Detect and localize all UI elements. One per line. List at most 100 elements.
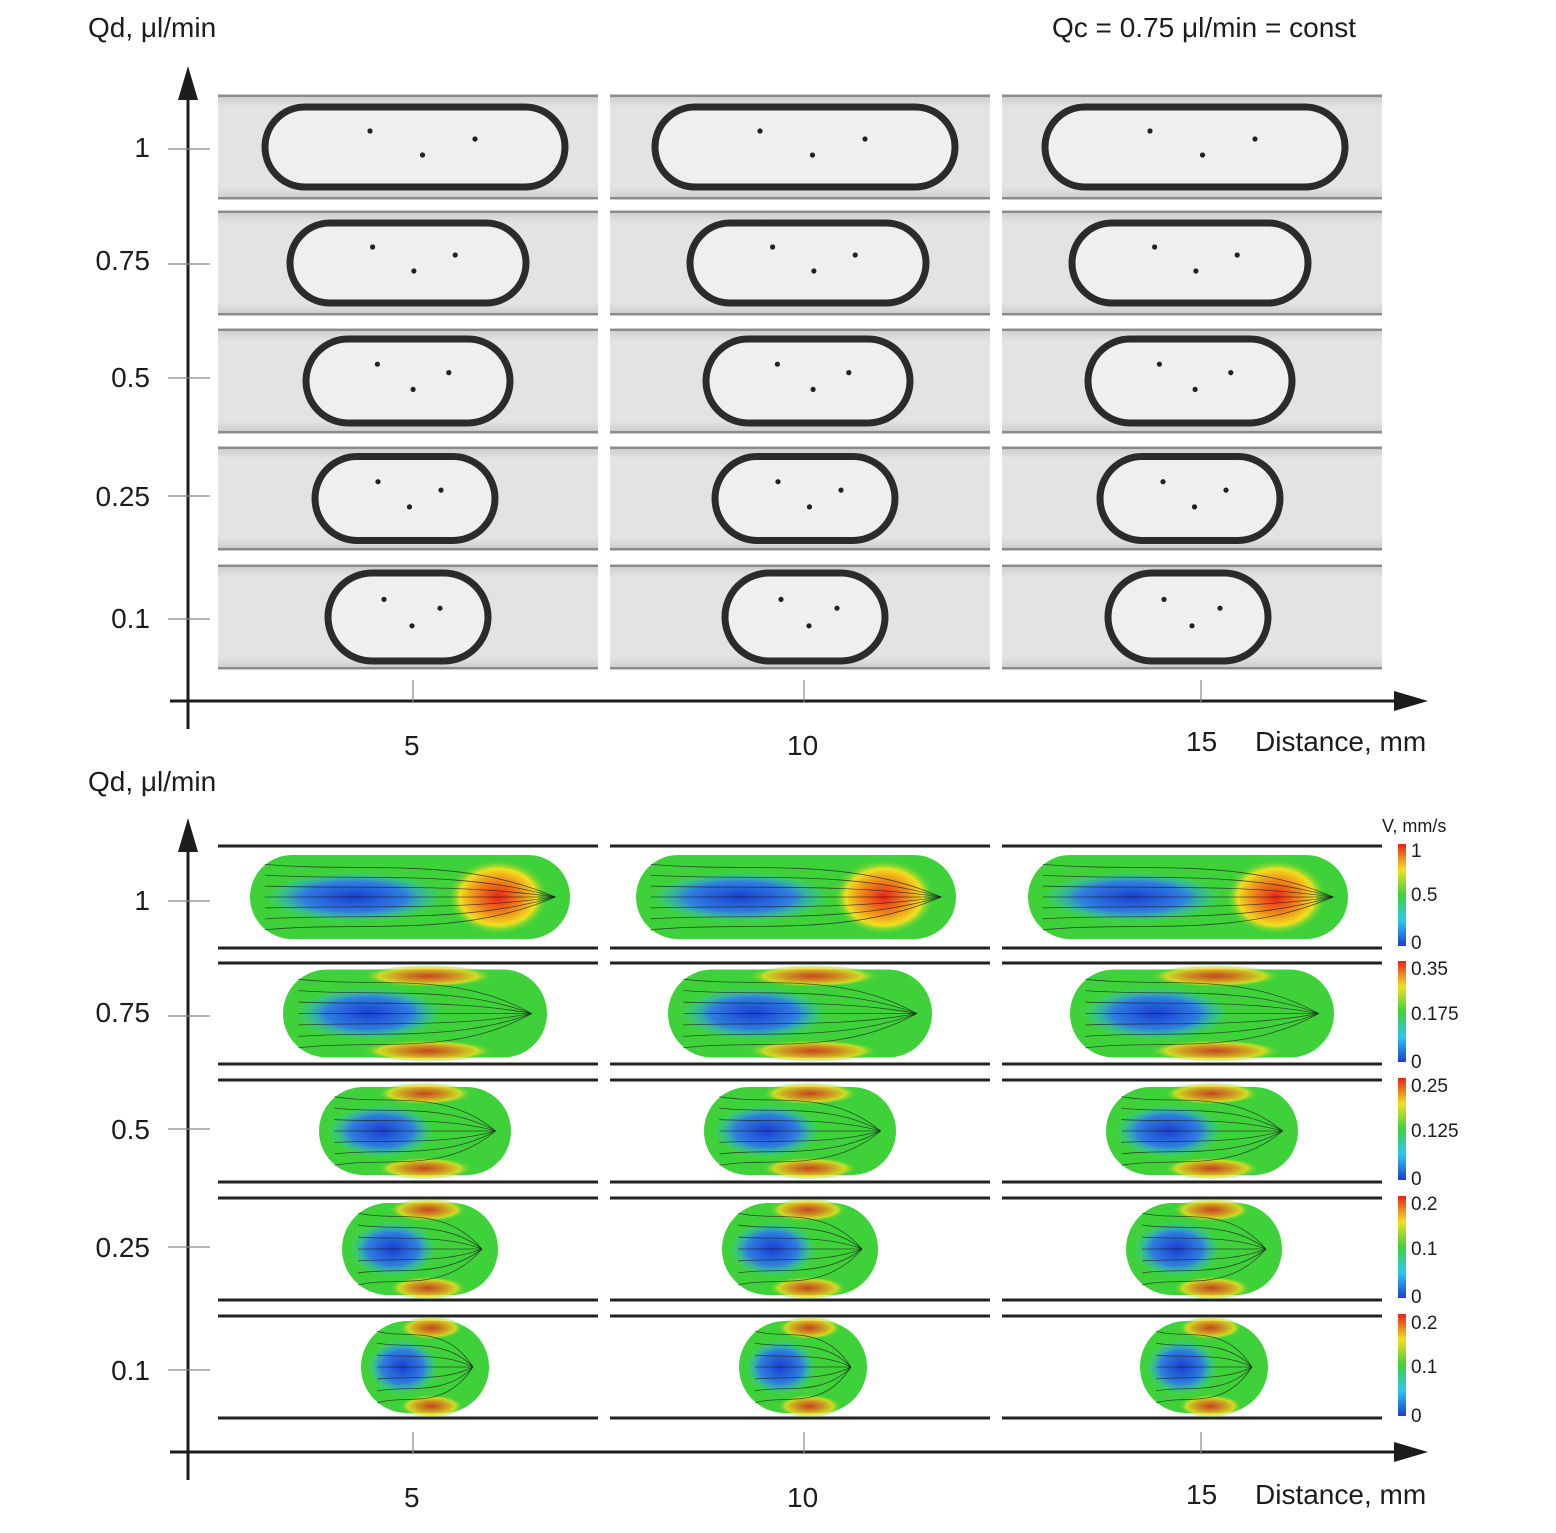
- high-velocity-region: [768, 1276, 847, 1300]
- particle: [1234, 252, 1240, 258]
- streamline: [358, 1236, 483, 1250]
- particle: [806, 504, 813, 510]
- streamline: [377, 1366, 474, 1392]
- streamline: [334, 1119, 496, 1132]
- colorbar-max-label: 0.25: [1411, 1076, 1448, 1097]
- high-velocity-region: [388, 1198, 467, 1222]
- colorbar-min-label: 0: [1411, 1287, 1422, 1308]
- streamline: [650, 896, 942, 920]
- bottom-x-tick-label: 15: [1186, 1479, 1218, 1510]
- bottom-x-axis-title: Distance, mm: [1255, 1479, 1427, 1510]
- high-velocity-region: [1172, 1198, 1251, 1222]
- streamline: [264, 885, 556, 898]
- particle: [1252, 136, 1258, 142]
- streamline: [1156, 1342, 1253, 1368]
- streamline: [1142, 1248, 1267, 1274]
- streamline: [298, 990, 532, 1014]
- high-velocity-region: [1163, 1157, 1260, 1180]
- colorbars: [1398, 844, 1406, 1416]
- droplet-outline: [702, 335, 914, 427]
- bottom-y-tick-label: 0.5: [111, 1114, 150, 1145]
- streamline: [264, 863, 556, 898]
- top-y-tick-label: 0.25: [95, 481, 151, 512]
- streamline: [738, 1236, 863, 1250]
- streamline: [1142, 1212, 1267, 1250]
- particle: [1152, 244, 1158, 250]
- x-axis-arrowhead: [1394, 691, 1428, 711]
- streamline: [377, 1342, 474, 1368]
- streamline: [650, 874, 942, 898]
- particle: [1199, 152, 1206, 158]
- particle: [381, 596, 387, 603]
- colorbar-min-label: 0: [1411, 1052, 1422, 1073]
- particle: [1217, 605, 1223, 611]
- streamline: [1142, 1248, 1267, 1262]
- droplet-outline: [324, 569, 492, 665]
- droplet-outline: [721, 569, 889, 665]
- colorbar-mid-label: 0.1: [1411, 1357, 1438, 1378]
- streamline: [1121, 1130, 1283, 1155]
- high-velocity-region: [1178, 1394, 1243, 1418]
- streamline: [738, 1248, 863, 1286]
- colorbar: [1398, 1314, 1406, 1416]
- streamline: [1155, 1366, 1253, 1404]
- top-y-tick-label: 0.5: [111, 362, 150, 393]
- streamline: [1156, 1354, 1253, 1368]
- droplet-outline: [1041, 103, 1349, 191]
- particle: [370, 244, 376, 250]
- droplet-outline: [286, 219, 530, 307]
- streamline: [683, 1013, 917, 1049]
- high-velocity-region: [747, 965, 880, 988]
- colorbar-title: V, mm/s: [1382, 816, 1447, 836]
- particle: [811, 268, 817, 274]
- high-velocity-region: [1172, 1276, 1251, 1300]
- colorbar: [1398, 961, 1406, 1062]
- particle: [411, 268, 417, 274]
- droplet-outline: [686, 219, 930, 307]
- high-velocity-region: [362, 965, 495, 988]
- streamline: [719, 1096, 881, 1132]
- particle: [409, 623, 415, 629]
- streamline: [1121, 1096, 1283, 1132]
- streamline: [1156, 1366, 1253, 1392]
- streamline: [1121, 1119, 1283, 1132]
- particle: [1192, 386, 1198, 392]
- particle: [775, 479, 781, 485]
- top-y-tick-label: 0.1: [111, 603, 150, 634]
- streamline: [650, 896, 942, 931]
- y-axis-arrowhead: [178, 66, 198, 100]
- particle: [1160, 479, 1166, 485]
- streamline: [377, 1366, 474, 1380]
- bottom-y-tick-label: 0.25: [95, 1232, 151, 1263]
- particle: [437, 605, 443, 611]
- colorbar-max-label: 0.35: [1411, 959, 1448, 980]
- streamline: [683, 1013, 917, 1037]
- high-velocity-region: [399, 1316, 464, 1340]
- high-velocity-region: [1149, 1039, 1282, 1062]
- high-velocity-region: [376, 1157, 473, 1180]
- particle: [374, 361, 380, 367]
- colorbar-max-label: 1: [1411, 841, 1422, 862]
- colorbar: [1398, 844, 1406, 946]
- streamline: [755, 1354, 852, 1368]
- droplet-outline: [302, 335, 514, 427]
- streamline: [298, 1013, 532, 1026]
- particle: [1156, 361, 1162, 367]
- particle: [846, 370, 852, 376]
- streamline: [1121, 1130, 1283, 1143]
- droplet-outline: [1104, 569, 1272, 665]
- streamline: [1142, 1224, 1267, 1250]
- bottom-y-tick-label: 0.1: [111, 1355, 150, 1386]
- bottom-y-axis-title: Qd, μl/min: [88, 766, 217, 797]
- streamline: [1042, 885, 1334, 898]
- streamline: [358, 1224, 483, 1250]
- streamline: [719, 1119, 881, 1132]
- streamline: [738, 1248, 863, 1274]
- streamline: [1085, 990, 1319, 1014]
- streamline: [650, 885, 942, 898]
- high-velocity-region: [777, 1316, 842, 1340]
- streamline: [650, 896, 942, 909]
- particle: [838, 487, 844, 493]
- colorbar-mid-label: 0.1: [1411, 1239, 1438, 1260]
- colorbar-max-label: 0.2: [1411, 1313, 1438, 1334]
